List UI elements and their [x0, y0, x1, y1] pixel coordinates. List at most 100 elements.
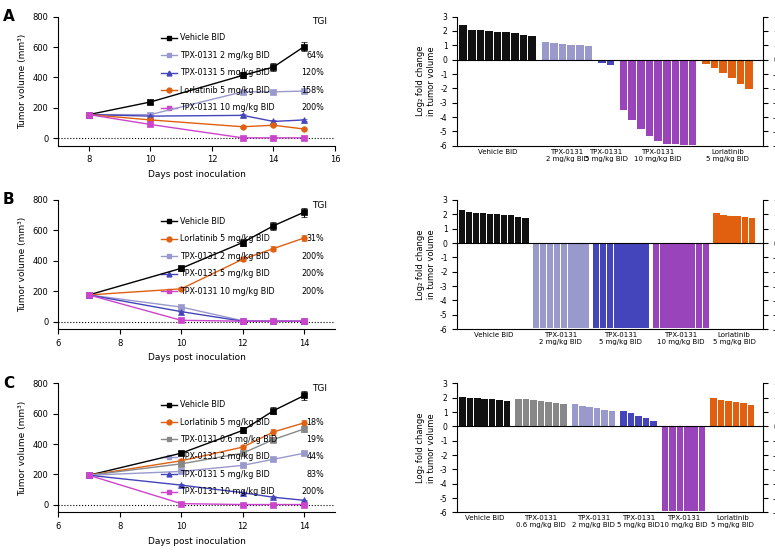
Bar	[561, 243, 567, 327]
Bar	[494, 214, 501, 243]
Bar	[584, 46, 592, 60]
Text: 31%: 31%	[306, 234, 324, 243]
Bar	[594, 408, 601, 427]
Bar	[703, 243, 709, 327]
Bar	[547, 243, 553, 327]
Text: TGI: TGI	[312, 384, 327, 393]
Bar	[540, 243, 546, 327]
Bar	[474, 398, 480, 427]
Bar	[568, 243, 574, 327]
Bar	[477, 30, 484, 60]
Text: 44%: 44%	[306, 453, 324, 461]
Text: 200%: 200%	[301, 269, 324, 278]
Bar	[522, 218, 529, 243]
Bar	[748, 404, 754, 427]
Bar	[677, 427, 683, 511]
Text: TGI: TGI	[312, 17, 327, 26]
Bar	[571, 404, 578, 427]
Text: 83%: 83%	[306, 470, 324, 479]
Bar	[691, 427, 698, 511]
Bar	[609, 411, 615, 427]
Text: Lorlatinib 5 mg/kg BID: Lorlatinib 5 mg/kg BID	[180, 418, 270, 427]
Text: Vehicle BID: Vehicle BID	[180, 217, 226, 226]
Bar	[576, 45, 584, 60]
Bar	[674, 243, 680, 327]
Bar	[460, 24, 467, 60]
Text: TPX-0131 5 mg/kg BID: TPX-0131 5 mg/kg BID	[180, 269, 270, 278]
Text: 120%: 120%	[301, 68, 324, 78]
Bar	[695, 243, 701, 327]
Bar	[567, 44, 575, 60]
Bar	[620, 411, 627, 427]
Text: Vehicle BID: Vehicle BID	[180, 400, 226, 409]
Bar	[529, 36, 536, 60]
Bar	[582, 243, 588, 327]
Bar	[736, 60, 744, 84]
Bar	[629, 243, 635, 327]
Bar	[542, 43, 549, 60]
Text: TPX-0131 2 mg/kg BID: TPX-0131 2 mg/kg BID	[180, 252, 270, 260]
Bar	[520, 34, 527, 60]
Text: TPX-0131 5 mg/kg BID: TPX-0131 5 mg/kg BID	[180, 470, 270, 479]
Bar	[607, 60, 614, 65]
Bar	[662, 427, 668, 511]
Bar	[575, 243, 581, 327]
Bar	[681, 243, 687, 327]
Bar	[559, 44, 567, 60]
Text: 64%: 64%	[306, 51, 324, 60]
Text: TPX-0131 10 mg/kg BID: TPX-0131 10 mg/kg BID	[180, 488, 274, 496]
Bar	[485, 31, 493, 60]
Bar	[699, 427, 705, 511]
Bar	[642, 418, 649, 427]
Text: 200%: 200%	[301, 103, 324, 112]
Y-axis label: Tumor volume (mm³): Tumor volume (mm³)	[18, 217, 27, 312]
Bar	[718, 400, 725, 427]
Bar	[593, 243, 599, 327]
Bar	[496, 400, 503, 427]
Bar	[487, 214, 494, 243]
Bar	[636, 243, 642, 327]
Bar	[637, 60, 645, 129]
Bar	[667, 243, 673, 327]
Bar	[620, 60, 628, 110]
Bar	[629, 60, 636, 120]
Bar	[672, 60, 679, 144]
Bar	[515, 399, 522, 427]
Bar	[735, 217, 741, 243]
Bar	[459, 211, 465, 243]
Bar	[494, 32, 501, 60]
Text: B: B	[3, 192, 15, 207]
Bar	[466, 212, 472, 243]
Text: 158%: 158%	[301, 86, 324, 95]
Bar	[508, 216, 515, 243]
Bar	[663, 60, 670, 143]
Bar	[480, 213, 486, 243]
Bar	[481, 399, 488, 427]
Bar	[598, 60, 605, 63]
Bar	[502, 32, 510, 60]
Bar	[653, 243, 660, 327]
Bar	[688, 243, 694, 327]
Text: Vehicle BID: Vehicle BID	[180, 33, 226, 43]
Text: C: C	[3, 376, 14, 391]
Bar	[746, 60, 753, 89]
Bar	[515, 217, 522, 243]
Bar	[601, 410, 608, 427]
Bar	[742, 217, 748, 243]
Bar	[622, 243, 628, 327]
Text: Lorlatinib 5 mg/kg BID: Lorlatinib 5 mg/kg BID	[180, 234, 270, 243]
Bar	[689, 60, 697, 145]
Bar	[650, 420, 656, 427]
Bar	[660, 243, 666, 327]
Y-axis label: Log₂ fold change
in tumor volume: Log₂ fold change in tumor volume	[416, 229, 436, 300]
Text: 200%: 200%	[301, 488, 324, 496]
Text: 200%: 200%	[301, 286, 324, 295]
Bar	[579, 406, 586, 427]
Text: TPX-0131 10 mg/kg BID: TPX-0131 10 mg/kg BID	[180, 286, 274, 295]
Bar	[608, 243, 614, 327]
Y-axis label: Tumor volume (mm³): Tumor volume (mm³)	[18, 400, 27, 495]
Bar	[554, 243, 560, 327]
Bar	[473, 213, 479, 243]
Bar	[684, 427, 691, 511]
Bar	[719, 60, 727, 73]
